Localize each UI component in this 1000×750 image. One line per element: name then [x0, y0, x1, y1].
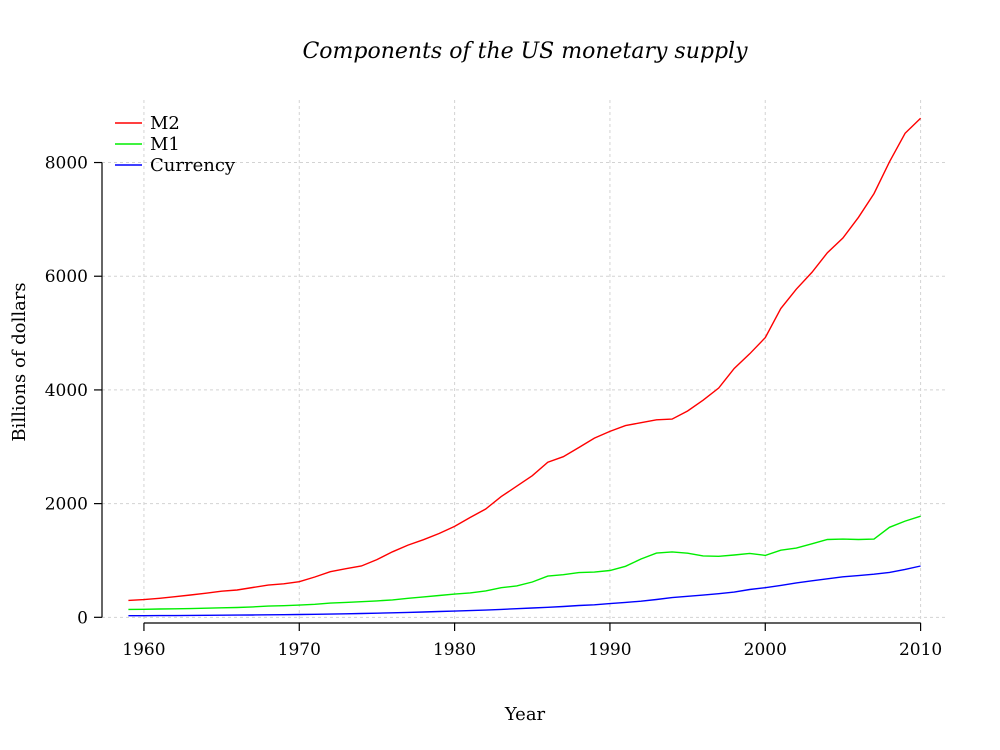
series-line-m1 [128, 515, 921, 611]
x-tick-label: 1990 [588, 640, 631, 660]
x-tick-label: 1960 [122, 640, 165, 660]
y-tick-label: 6000 [45, 267, 88, 287]
legend-label-m2: M2 [150, 113, 180, 134]
y-tick-label: 0 [77, 608, 88, 628]
chart-title: Components of the US monetary supply [302, 39, 748, 64]
y-axis-label: Billions of dollars [9, 282, 30, 441]
grid [102, 100, 947, 623]
y-tick-label: 4000 [45, 381, 88, 401]
x-tick-label: 1970 [278, 640, 321, 660]
axes: 1960 1970 1980 1990 2000 2010 0 2000 4000 6000 800… [45, 154, 942, 660]
x-tick-label: 2010 [899, 640, 942, 660]
series-layer [128, 117, 922, 617]
y-tick-label: 2000 [45, 495, 88, 515]
series-line-m2 [128, 117, 922, 602]
series-line-currency [128, 565, 921, 617]
legend-label-m1: M1 [150, 134, 180, 155]
y-tick-label: 8000 [45, 154, 88, 174]
x-tick-label: 2000 [744, 640, 787, 660]
legend-label-currency: Currency [150, 155, 236, 176]
x-tick-label: 1980 [433, 640, 476, 660]
x-axis-label: Year [504, 704, 546, 725]
